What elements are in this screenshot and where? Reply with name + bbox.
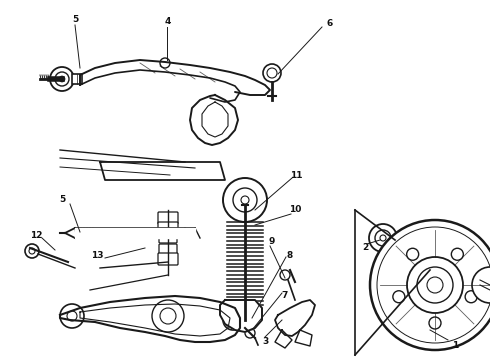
Circle shape bbox=[380, 235, 386, 241]
Circle shape bbox=[472, 267, 490, 303]
Circle shape bbox=[407, 248, 418, 260]
Circle shape bbox=[234, 308, 250, 324]
Circle shape bbox=[393, 291, 405, 303]
Circle shape bbox=[465, 291, 477, 303]
Circle shape bbox=[288, 310, 300, 322]
Circle shape bbox=[241, 196, 249, 204]
Circle shape bbox=[229, 316, 237, 324]
Circle shape bbox=[67, 311, 77, 321]
Polygon shape bbox=[190, 95, 238, 145]
Circle shape bbox=[429, 317, 441, 329]
Circle shape bbox=[253, 306, 261, 314]
Text: 6: 6 bbox=[327, 19, 333, 28]
Polygon shape bbox=[275, 330, 292, 348]
Circle shape bbox=[223, 178, 267, 222]
Circle shape bbox=[59, 76, 65, 82]
Circle shape bbox=[25, 244, 39, 258]
Circle shape bbox=[233, 188, 257, 212]
FancyBboxPatch shape bbox=[159, 244, 177, 254]
Text: 1: 1 bbox=[452, 341, 458, 350]
Text: 9: 9 bbox=[269, 238, 275, 247]
FancyBboxPatch shape bbox=[72, 74, 82, 84]
Circle shape bbox=[407, 257, 463, 313]
Circle shape bbox=[60, 304, 84, 328]
Text: 5: 5 bbox=[72, 15, 78, 24]
FancyBboxPatch shape bbox=[158, 212, 178, 224]
Circle shape bbox=[152, 300, 184, 332]
Circle shape bbox=[245, 328, 255, 338]
Circle shape bbox=[280, 270, 290, 280]
Circle shape bbox=[29, 248, 35, 254]
Text: 11: 11 bbox=[290, 171, 302, 180]
Circle shape bbox=[417, 267, 453, 303]
Circle shape bbox=[451, 248, 464, 260]
Text: 10: 10 bbox=[289, 206, 301, 215]
Circle shape bbox=[50, 67, 74, 91]
Circle shape bbox=[370, 220, 490, 350]
Circle shape bbox=[267, 68, 277, 78]
Circle shape bbox=[263, 64, 281, 82]
Circle shape bbox=[160, 58, 170, 68]
FancyBboxPatch shape bbox=[158, 222, 178, 234]
Circle shape bbox=[223, 310, 243, 330]
Polygon shape bbox=[60, 296, 240, 342]
Circle shape bbox=[427, 277, 443, 293]
Polygon shape bbox=[220, 300, 262, 332]
Text: 12: 12 bbox=[30, 230, 42, 239]
Circle shape bbox=[375, 230, 391, 246]
Circle shape bbox=[224, 303, 232, 311]
Polygon shape bbox=[100, 162, 225, 180]
Text: 5: 5 bbox=[59, 195, 65, 204]
Text: 3: 3 bbox=[262, 338, 268, 346]
Text: 7: 7 bbox=[282, 291, 288, 300]
Text: 4: 4 bbox=[165, 18, 171, 27]
Circle shape bbox=[55, 72, 69, 86]
Text: 2: 2 bbox=[362, 243, 368, 252]
Polygon shape bbox=[295, 330, 312, 346]
Text: 8: 8 bbox=[287, 251, 293, 260]
Polygon shape bbox=[275, 300, 315, 336]
Circle shape bbox=[160, 308, 176, 324]
FancyBboxPatch shape bbox=[159, 233, 177, 243]
FancyBboxPatch shape bbox=[158, 253, 178, 265]
Text: 13: 13 bbox=[91, 251, 103, 260]
Circle shape bbox=[369, 224, 397, 252]
